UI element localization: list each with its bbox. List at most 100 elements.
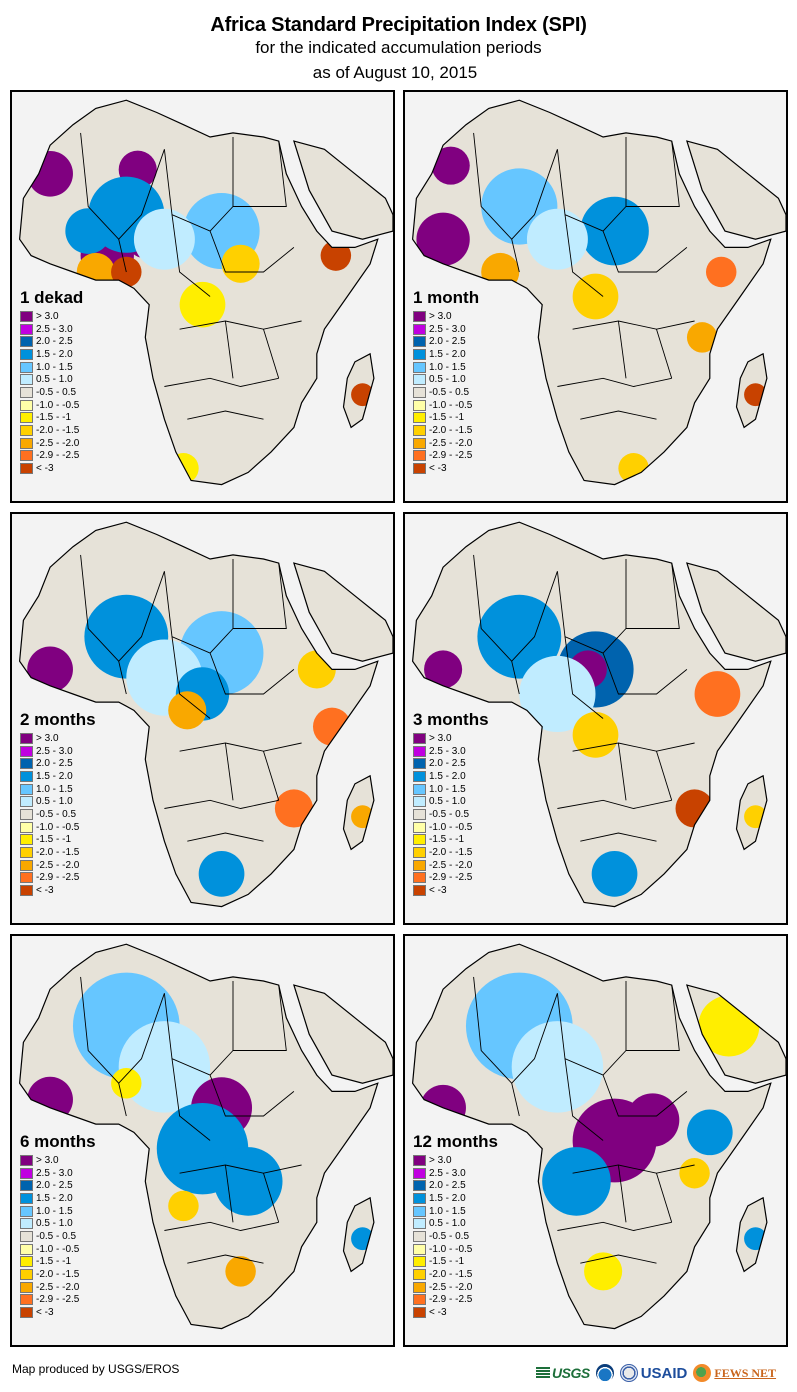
- legend-swatch: [413, 885, 426, 897]
- country-border: [224, 742, 234, 801]
- country-border: [511, 1083, 520, 1117]
- legend-swatch: [413, 1243, 426, 1255]
- legend-item: > 3.0: [20, 310, 83, 323]
- legend-item: -1.5 - -1: [20, 834, 96, 847]
- legend-item: 1.0 - 1.5: [413, 1205, 498, 1218]
- legend-item: 2.5 - 3.0: [20, 1167, 96, 1180]
- legend-swatch: [20, 1230, 33, 1242]
- spi-anomaly-region: [686, 322, 718, 353]
- legend-swatch: [20, 1205, 33, 1217]
- legend-swatch: [20, 323, 33, 335]
- fews-net-logo: FEWS NET: [693, 1364, 776, 1382]
- spi-anomaly-region: [526, 208, 588, 270]
- coastline: [18, 99, 379, 486]
- legend: 2 months > 3.0 2.5 - 3.0 2.0 - 2.5 1.5 - 2.0…: [20, 710, 96, 897]
- legend-item: 0.5 - 1.0: [413, 373, 479, 386]
- country-border: [164, 1221, 279, 1231]
- legend-label: -1.0 - -0.5: [429, 1243, 473, 1255]
- legend-swatch: [20, 758, 33, 770]
- legend-label: -1.0 - -0.5: [36, 1243, 80, 1255]
- legend-label: -0.5 - 0.5: [36, 1230, 77, 1242]
- legend-item: 2.5 - 3.0: [20, 745, 96, 758]
- arabia-landmass: [293, 985, 393, 1084]
- coastline: [735, 1196, 768, 1273]
- country-border: [656, 751, 673, 801]
- legend-label: > 3.0: [429, 310, 452, 322]
- country-border: [626, 985, 680, 1051]
- country-border: [171, 636, 211, 719]
- legend-swatch: [20, 796, 33, 808]
- legend-swatch: [413, 1294, 426, 1306]
- coastline: [293, 562, 393, 662]
- legend-item: -0.5 - 0.5: [20, 808, 96, 821]
- country-border: [118, 239, 127, 273]
- legend-label: -2.5 - -2.0: [429, 437, 473, 449]
- spi-map: [18, 521, 393, 908]
- spi-anomaly-region: [320, 240, 352, 271]
- legend-swatch: [413, 745, 426, 757]
- panel-6-months: 6 months > 3.0 2.5 - 3.0 2.0 - 2.5 1.5 - 2.0…: [10, 934, 395, 1347]
- legend-label: 2.5 - 3.0: [36, 745, 73, 757]
- legend-label: -2.0 - -1.5: [36, 1269, 80, 1281]
- legend-label: 2.0 - 2.5: [429, 1180, 466, 1192]
- legend: 1 dekad > 3.0 2.5 - 3.0 2.0 - 2.5 1.5 - 2.0 1…: [20, 288, 83, 475]
- spi-anomaly-region: [744, 805, 767, 829]
- coastline: [18, 521, 379, 908]
- legend-swatch: [20, 1307, 33, 1319]
- legend-item: -0.5 - 0.5: [413, 1230, 498, 1243]
- country-border: [233, 563, 287, 629]
- panel-3-months: 3 months > 3.0 2.5 - 3.0 2.0 - 2.5 1.5 - 2.0…: [403, 512, 788, 925]
- legend-swatch: [413, 1167, 426, 1179]
- country-border: [564, 214, 604, 297]
- spi-anomaly-region: [618, 453, 649, 484]
- legend-item: 2.0 - 2.5: [413, 1179, 498, 1192]
- legend-item: -2.9 - -2.5: [20, 872, 96, 885]
- legend-label: > 3.0: [36, 732, 59, 744]
- legend-label: -2.0 - -1.5: [36, 425, 80, 437]
- legend-item: 0.5 - 1.0: [413, 795, 489, 808]
- legend-item: 1.0 - 1.5: [413, 783, 489, 796]
- legend-label: > 3.0: [36, 1154, 59, 1166]
- legend-swatch: [20, 821, 33, 833]
- legend-label: 2.5 - 3.0: [429, 1167, 466, 1179]
- legend-label: < -3: [36, 1307, 54, 1319]
- country-border: [564, 636, 604, 719]
- legend-swatch: [20, 374, 33, 386]
- spi-map: [411, 943, 786, 1330]
- country-border: [511, 661, 520, 695]
- legend-item: -2.9 - -2.5: [413, 450, 479, 463]
- legend-swatch: [20, 872, 33, 884]
- coastline: [411, 943, 772, 1330]
- legend-swatch: [20, 412, 33, 424]
- spi-anomaly-region: [519, 655, 596, 733]
- partner-logos: USGS USAID FEWS NET: [536, 1360, 776, 1386]
- country-border: [626, 563, 680, 629]
- legend-swatch: [413, 348, 426, 360]
- legend-swatch: [413, 1281, 426, 1293]
- spi-map: [411, 521, 786, 908]
- legend-item: 1.5 - 2.0: [20, 348, 83, 361]
- legend-swatch: [413, 1230, 426, 1242]
- legend-swatch: [413, 1205, 426, 1217]
- country-border: [179, 1164, 302, 1174]
- country-border: [556, 137, 627, 232]
- legend-label: -0.5 - 0.5: [429, 1230, 470, 1242]
- legend-item: 1.0 - 1.5: [413, 361, 479, 374]
- legend-label: 0.5 - 1.0: [36, 796, 73, 808]
- legend-label: 1.0 - 1.5: [429, 361, 466, 373]
- spi-anomaly-region: [694, 671, 741, 717]
- legend-item: -2.9 - -2.5: [413, 1294, 498, 1307]
- spi-anomaly-region: [580, 196, 649, 266]
- legend-label: 2.0 - 2.5: [429, 758, 466, 770]
- legend-label: -2.9 - -2.5: [429, 1294, 473, 1306]
- arabia-landmass: [686, 563, 786, 662]
- legend-swatch: [20, 808, 33, 820]
- country-border: [580, 832, 657, 842]
- legend-swatch: [413, 1154, 426, 1166]
- legend-label: > 3.0: [36, 310, 59, 322]
- country-border: [580, 410, 657, 420]
- legend-label: 2.0 - 2.5: [36, 336, 73, 348]
- spi-anomaly-region: [168, 691, 207, 730]
- country-border: [557, 1221, 672, 1231]
- legend-swatch: [413, 374, 426, 386]
